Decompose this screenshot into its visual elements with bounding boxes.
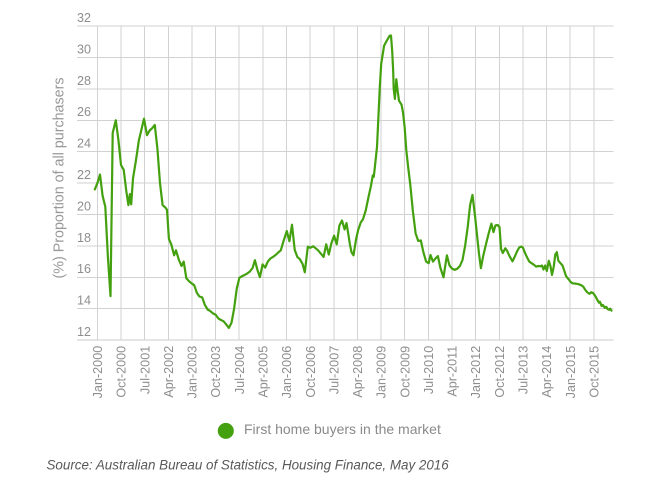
svg-text:18: 18 bbox=[77, 231, 91, 245]
svg-text:Jan-2012: Jan-2012 bbox=[469, 346, 483, 399]
svg-text:Apr-2014: Apr-2014 bbox=[540, 346, 554, 398]
svg-text:Source: Australian Bureau of S: Source: Australian Bureau of Statistics,… bbox=[47, 457, 450, 472]
svg-text:12: 12 bbox=[77, 325, 91, 339]
svg-text:26: 26 bbox=[77, 105, 91, 119]
svg-text:Oct-2015: Oct-2015 bbox=[587, 346, 601, 398]
svg-text:Jul-2004: Jul-2004 bbox=[233, 346, 247, 394]
svg-text:Jul-2001: Jul-2001 bbox=[138, 346, 152, 394]
svg-text:Jul-2007: Jul-2007 bbox=[327, 346, 341, 394]
svg-text:22: 22 bbox=[77, 168, 91, 182]
svg-text:Apr-2005: Apr-2005 bbox=[257, 346, 271, 398]
svg-text:Oct-2006: Oct-2006 bbox=[304, 346, 318, 398]
svg-text:16: 16 bbox=[77, 262, 91, 276]
svg-text:Jan-2015: Jan-2015 bbox=[564, 346, 578, 399]
svg-text:28: 28 bbox=[77, 74, 91, 88]
svg-text:Jan-2000: Jan-2000 bbox=[91, 346, 105, 399]
svg-text:Jan-2003: Jan-2003 bbox=[186, 346, 200, 399]
svg-text:Apr-2011: Apr-2011 bbox=[446, 346, 460, 397]
svg-text:(%) Proportion of all purchase: (%) Proportion of all purchasers bbox=[52, 77, 68, 278]
svg-text:Oct-2000: Oct-2000 bbox=[115, 346, 129, 398]
svg-text:First home buyers in the marke: First home buyers in the market bbox=[244, 421, 441, 437]
svg-text:20: 20 bbox=[77, 199, 91, 213]
svg-text:32: 32 bbox=[77, 11, 91, 25]
svg-text:Oct-2009: Oct-2009 bbox=[398, 346, 412, 398]
svg-text:Apr-2008: Apr-2008 bbox=[351, 346, 365, 398]
svg-text:14: 14 bbox=[77, 294, 91, 308]
svg-text:30: 30 bbox=[77, 42, 91, 56]
svg-text:Jul-2013: Jul-2013 bbox=[517, 346, 531, 394]
svg-text:Jan-2006: Jan-2006 bbox=[280, 346, 294, 399]
svg-text:Oct-2003: Oct-2003 bbox=[209, 346, 223, 398]
svg-text:Jan-2009: Jan-2009 bbox=[375, 346, 389, 399]
svg-text:24: 24 bbox=[77, 137, 91, 151]
svg-text:Jul-2010: Jul-2010 bbox=[422, 346, 436, 394]
svg-text:Oct-2012: Oct-2012 bbox=[493, 346, 507, 398]
svg-text:Apr-2002: Apr-2002 bbox=[162, 346, 176, 398]
